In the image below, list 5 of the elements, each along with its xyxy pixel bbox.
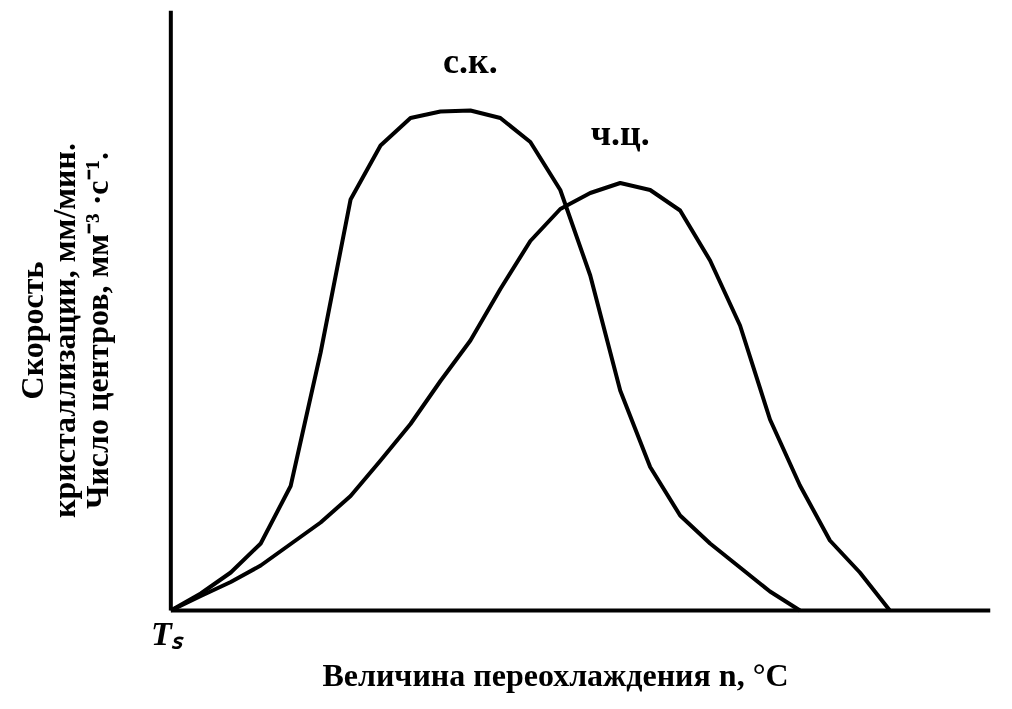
series-label: с.к. bbox=[443, 40, 498, 81]
text: Tₛ bbox=[150, 614, 184, 652]
y-axis-title: Скорость кристаллизации, мм/мин. Число центров, мм⁻³ ·с⁻¹. bbox=[13, 143, 115, 518]
x-axis-title: Величина переохлаждения n, °C bbox=[322, 656, 789, 693]
series-label: ч.ц. bbox=[590, 113, 650, 153]
